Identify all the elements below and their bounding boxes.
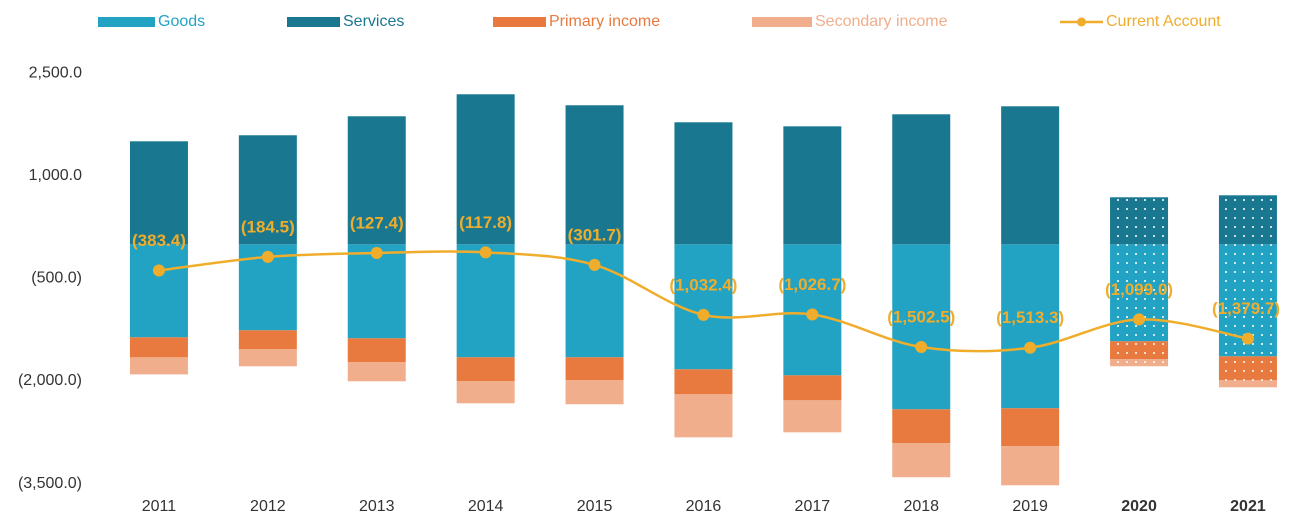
- bar: [674, 369, 733, 395]
- bar: [456, 94, 515, 245]
- bar: [456, 244, 515, 358]
- line-marker: [1133, 313, 1146, 326]
- bar: [238, 349, 297, 367]
- bar: [892, 443, 951, 478]
- bar: [129, 357, 188, 375]
- value-label: (383.4): [132, 231, 186, 250]
- y-tick-label: (500.0): [31, 270, 82, 287]
- bar: [238, 330, 297, 350]
- value-label: (184.5): [241, 217, 295, 236]
- x-tick-label: 2012: [250, 498, 286, 515]
- bar: [238, 135, 297, 245]
- value-label: (1,032.4): [669, 275, 737, 294]
- x-tick-label: 2011: [142, 498, 177, 515]
- bar: [674, 394, 733, 438]
- value-label: (1,026.7): [778, 275, 846, 294]
- line-marker: [479, 246, 492, 259]
- bar: [347, 362, 406, 382]
- bar: [456, 381, 515, 404]
- bar: [129, 337, 188, 358]
- projection-pattern: [1110, 359, 1169, 367]
- bar: [1001, 244, 1060, 409]
- value-label: (127.4): [350, 213, 404, 232]
- line-marker: [915, 340, 928, 353]
- bar: [1001, 106, 1060, 245]
- x-tick-label: 2016: [686, 498, 722, 515]
- legend-swatch: [98, 17, 155, 27]
- bar: [565, 357, 624, 381]
- bar: [1001, 408, 1060, 447]
- x-tick-label: 2018: [903, 498, 939, 515]
- line-marker: [261, 250, 274, 263]
- bar: [783, 126, 842, 245]
- x-tick-label: 2019: [1012, 498, 1048, 515]
- value-label: (117.8): [459, 213, 512, 232]
- x-tick-label: 2017: [795, 498, 831, 515]
- value-label: (1,513.3): [996, 308, 1064, 327]
- bar: [456, 357, 515, 382]
- legend-swatch: [493, 17, 546, 27]
- legend-label: Services: [343, 13, 404, 30]
- bar: [347, 338, 406, 363]
- legend-swatch: [752, 17, 812, 27]
- projection-pattern: [1218, 380, 1277, 388]
- bar: [674, 244, 733, 370]
- y-tick-label: (3,500.0): [18, 475, 82, 492]
- line-marker: [588, 258, 601, 271]
- line-marker: [697, 308, 710, 321]
- x-tick-label: 2013: [359, 498, 395, 515]
- legend-label: Primary income: [549, 13, 660, 30]
- value-label: (1,502.5): [887, 307, 955, 326]
- projection-pattern: [1218, 195, 1277, 245]
- value-label: (1,099.0): [1105, 280, 1173, 299]
- bar: [1001, 446, 1060, 486]
- bar: [565, 380, 624, 405]
- line-marker: [370, 247, 383, 260]
- x-tick-label: 2015: [577, 498, 613, 515]
- bar: [892, 114, 951, 245]
- bar: [347, 244, 406, 339]
- value-label: (1,379.7): [1212, 299, 1280, 318]
- x-tick-label: 2020: [1121, 498, 1157, 515]
- value-label: (301.7): [568, 225, 622, 244]
- bar: [129, 244, 188, 338]
- legend-marker: [1077, 17, 1086, 27]
- y-tick-label: 2,500.0: [29, 65, 82, 82]
- line-marker: [1241, 332, 1254, 345]
- bar: [783, 400, 842, 433]
- x-tick-label: 2014: [468, 498, 504, 515]
- line-marker: [1024, 341, 1037, 354]
- bar: [347, 116, 406, 245]
- legend-swatch: [287, 17, 340, 27]
- legend-label: Goods: [158, 13, 205, 30]
- legend-label: Current Account: [1106, 13, 1221, 30]
- x-tick-label: 2021: [1230, 498, 1266, 515]
- bar: [565, 105, 624, 245]
- projection-pattern: [1110, 197, 1169, 245]
- projection-pattern: [1110, 341, 1169, 360]
- legend-label: Secondary income: [815, 13, 948, 30]
- bar: [892, 244, 951, 410]
- line-marker: [152, 264, 165, 277]
- y-tick-label: 1,000.0: [29, 167, 82, 184]
- bar: [892, 409, 951, 444]
- y-tick-label: (2,000.0): [18, 372, 82, 389]
- line-marker: [806, 308, 819, 321]
- bar: [674, 122, 733, 245]
- bar: [129, 141, 188, 245]
- bar: [783, 375, 842, 401]
- projection-pattern: [1218, 356, 1277, 381]
